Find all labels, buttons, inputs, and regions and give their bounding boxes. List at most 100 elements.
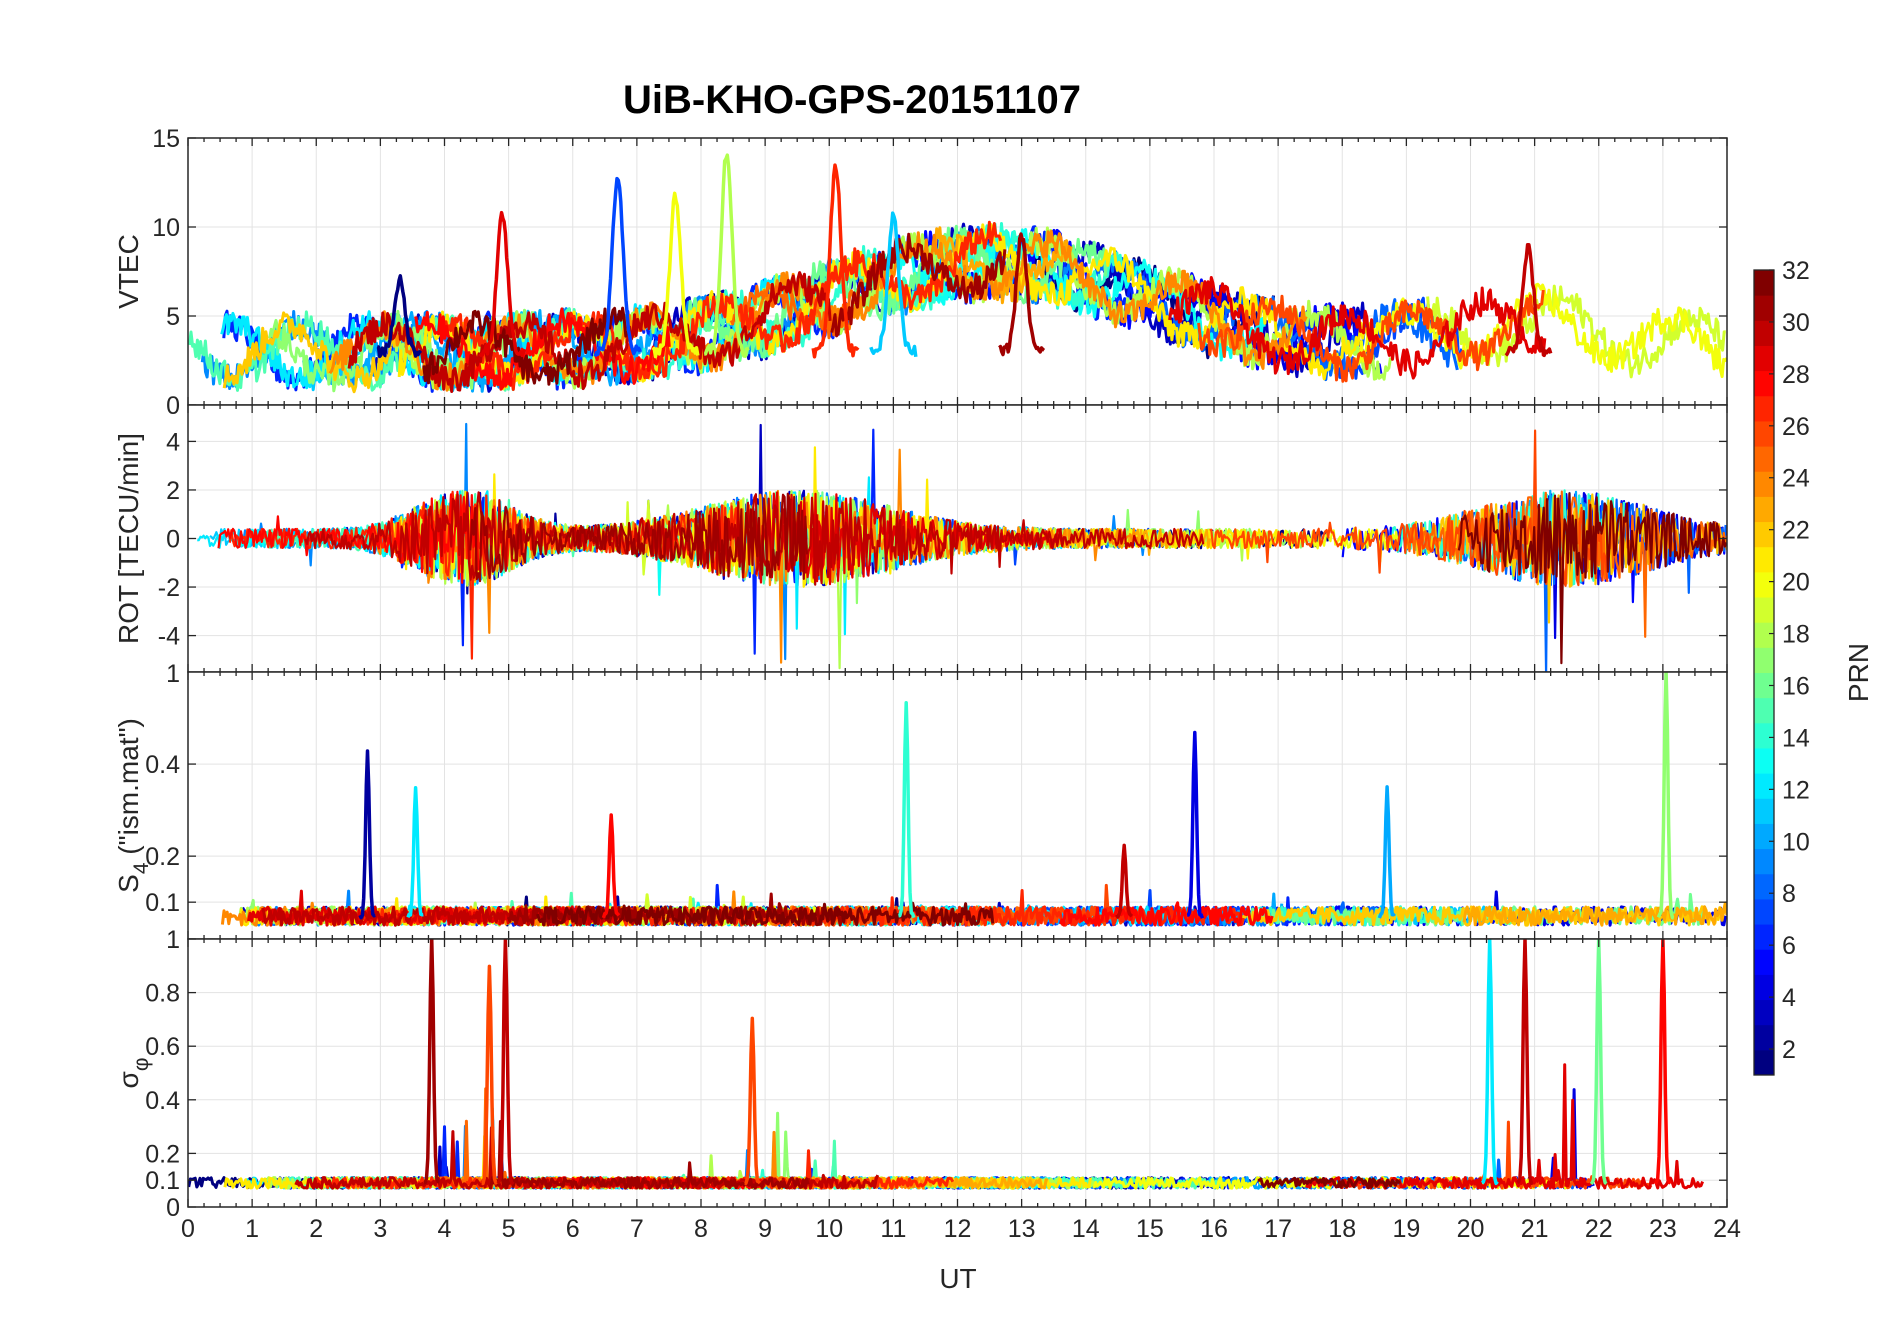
- colorbar-segment: [1754, 848, 1774, 875]
- spike-prn-29: [478, 210, 527, 358]
- colorbar-segment: [1754, 1049, 1774, 1076]
- x-tick-label: 20: [1457, 1215, 1485, 1243]
- x-tick-label: 3: [373, 1215, 387, 1243]
- colorbar-segment: [1754, 924, 1774, 950]
- colorbar-tick-label: 4: [1782, 984, 1796, 1012]
- x-ticks: [187, 939, 1728, 1207]
- spike-prn-10: [1377, 785, 1396, 919]
- x-ticks: [187, 672, 1728, 939]
- colorbar-tick-label: 2: [1782, 1036, 1796, 1064]
- x-tick-label: 22: [1585, 1215, 1613, 1243]
- panel-sigma: 00.10.2 0.4 0.6 0.8 1 σφ: [113, 926, 1728, 1222]
- x-tick-label: 17: [1264, 1215, 1292, 1243]
- x-tick-label: 13: [1008, 1215, 1036, 1243]
- y-tick-label: 1: [166, 926, 180, 954]
- colorbar-tick-label: 12: [1782, 776, 1810, 804]
- spike-prn-26: [744, 1016, 762, 1185]
- y-tick-label: 15: [152, 125, 180, 153]
- y-tick-label: 0: [166, 526, 180, 554]
- series-group: [220, 672, 1727, 927]
- series-prn-30: [304, 491, 1205, 586]
- colorbar-segment: [1754, 345, 1774, 372]
- y-axis-label: VTEC: [113, 234, 144, 309]
- x-tick-label: 1: [245, 1215, 259, 1243]
- colorbar-segment: [1754, 697, 1774, 724]
- colorbar-segment: [1754, 773, 1774, 799]
- colorbar-segment: [1754, 395, 1774, 422]
- colorbar-segment: [1754, 747, 1774, 774]
- y-tick-label: 0: [166, 1194, 180, 1222]
- colorbar-segment: [1754, 647, 1774, 673]
- colorbar-tick-label: 30: [1782, 309, 1810, 337]
- series-group: [188, 939, 1704, 1190]
- spike-prn-17: [1656, 672, 1675, 920]
- panel-s4: 0.1 0.2 0.4 1 S4 ("ism.mat"): [113, 660, 1728, 940]
- x-tick-label: 18: [1328, 1215, 1356, 1243]
- y-tick-label: 10: [152, 214, 180, 242]
- colorbar-tick-label: 16: [1782, 672, 1810, 700]
- colorbar-segment: [1754, 471, 1774, 497]
- y-axis-label: ROT [TECU/min]: [113, 433, 144, 644]
- colorbar-segment: [1754, 999, 1774, 1026]
- x-tick-label: 23: [1649, 1215, 1677, 1243]
- x-tick-label: 6: [566, 1215, 580, 1243]
- series-group: [197, 422, 1727, 672]
- spike-prn-4: [1186, 730, 1205, 919]
- colorbar-segment: [1754, 823, 1774, 850]
- x-tick-label: 24: [1713, 1215, 1741, 1243]
- series-prn-22: [222, 311, 401, 394]
- colorbar-tick-label: 24: [1782, 465, 1810, 493]
- colorbar-segment: [1754, 420, 1774, 447]
- x-tick-labels: 0 1 2 3 4 5 6 7 8 9 10 11 12 13 14 15 16 17 18 19 20 21 22 23 24: [181, 1215, 1741, 1243]
- y-axis-label-suffix: ("ism.mat"): [113, 718, 144, 862]
- colorbar-frame: [1753, 269, 1775, 1076]
- colorbar-segment: [1754, 496, 1774, 523]
- y-tick-label: 0.8: [145, 980, 180, 1008]
- spike-prn-26: [481, 964, 499, 1186]
- x-tick-label: 4: [438, 1215, 452, 1243]
- colorbar-label: PRN: [1843, 643, 1874, 702]
- y-tick-label: -2: [158, 574, 180, 602]
- y-tick-label: 0.4: [145, 1087, 180, 1115]
- colorbar-segment: [1754, 597, 1774, 623]
- colorbar-tick-label: 6: [1782, 932, 1796, 960]
- colorbar-segment: [1754, 949, 1774, 975]
- y-tick-label: 4: [166, 428, 180, 456]
- y-axis-label-subscript: φ: [130, 1058, 153, 1072]
- colorbar-segment: [1754, 320, 1774, 346]
- colorbar-tick-label: 20: [1782, 569, 1810, 597]
- x-tick-label: 5: [502, 1215, 516, 1243]
- x-tick-label: 21: [1521, 1215, 1549, 1243]
- spike-prn-1: [376, 274, 423, 359]
- y-tick-label: 5: [166, 303, 180, 331]
- spike-prn-27: [811, 163, 860, 359]
- spike-prn-14: [898, 701, 916, 919]
- series-prn-26: [1197, 289, 1545, 383]
- colorbar-segment: [1754, 873, 1774, 900]
- y-tick-label: -4: [158, 623, 180, 651]
- series-prn-32: [422, 306, 629, 386]
- y-tick-label: 0.2: [145, 1140, 180, 1168]
- x-tick-label: 0: [181, 1215, 195, 1243]
- y-tick-label: 1: [166, 660, 180, 688]
- spike-prn-30: [1114, 843, 1134, 919]
- x-tick-label: 9: [758, 1215, 772, 1243]
- y-axis-label-subscript: 4: [130, 862, 153, 874]
- x-tick-label: 15: [1136, 1215, 1164, 1243]
- x-tick-label: 12: [944, 1215, 972, 1243]
- series-prn-32: [1257, 1176, 1401, 1190]
- y-tick-label: 2: [166, 477, 180, 505]
- colorbar-segment: [1754, 722, 1774, 749]
- colorbar-segment: [1754, 270, 1774, 296]
- x-tick-label: 14: [1072, 1215, 1100, 1243]
- colorbar-segment: [1754, 295, 1774, 321]
- panel-vtec: 0 5 10 15 VTEC: [113, 125, 1728, 420]
- colorbar-segment: [1754, 521, 1774, 548]
- spike-prn-31: [998, 232, 1046, 357]
- colorbar-segment: [1754, 370, 1774, 397]
- colorbar-segment: [1754, 546, 1774, 573]
- y-tick-label: 0.1: [145, 1167, 180, 1195]
